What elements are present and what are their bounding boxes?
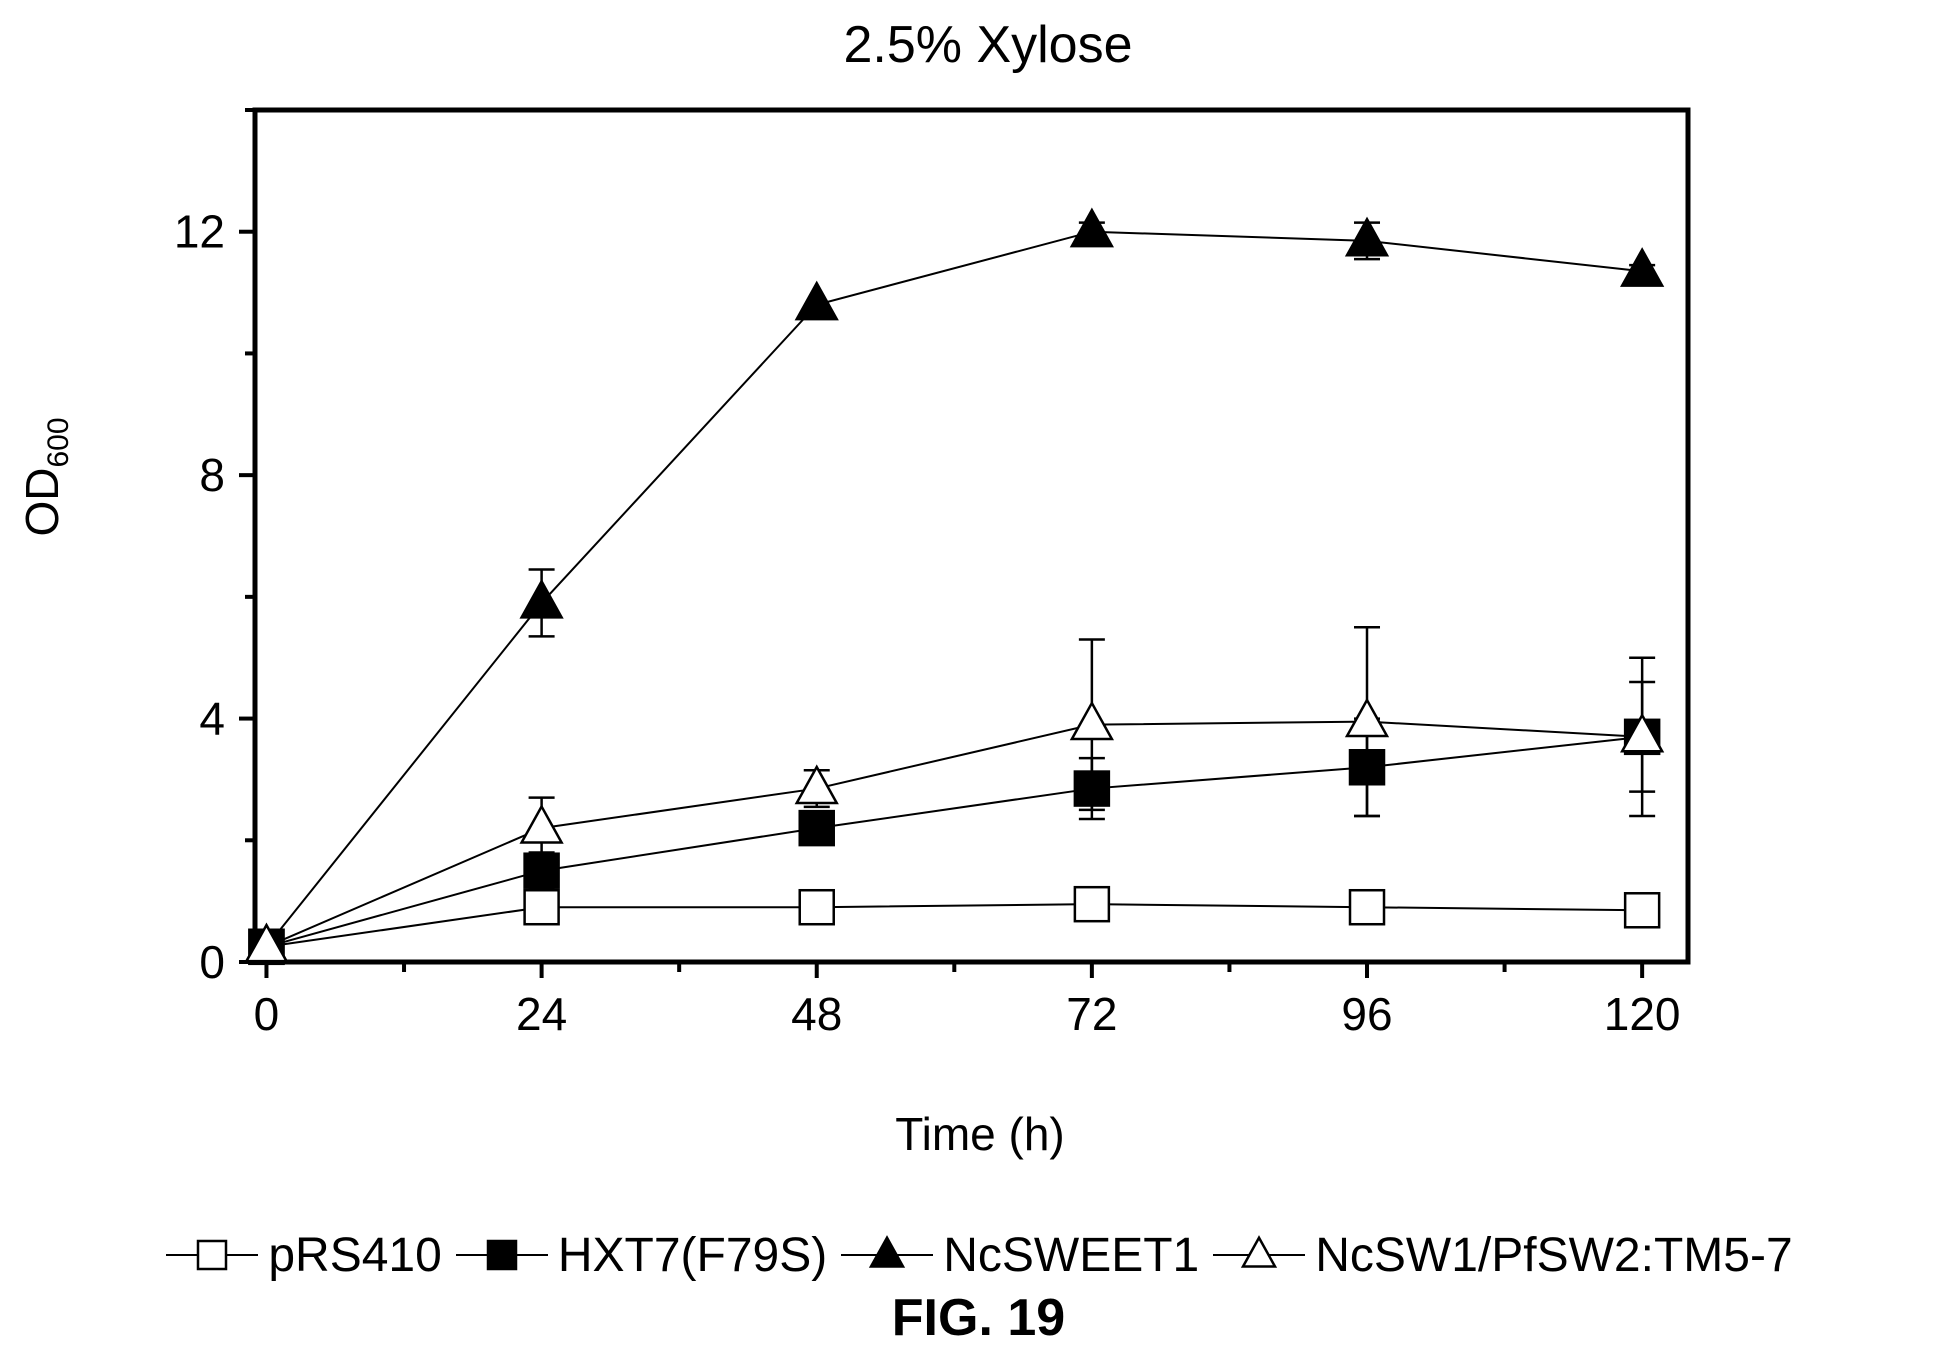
data-point [1073, 885, 1111, 923]
data-point [486, 1239, 518, 1271]
data-point [1069, 207, 1114, 248]
y-tick-label: 12 [174, 206, 225, 258]
x-axis: 0 24 48 72 96 120 [254, 962, 1681, 1040]
plot-frame [252, 107, 1691, 965]
data-point [1069, 700, 1114, 741]
data-point [798, 809, 835, 847]
y-tick-label: 0 [199, 936, 225, 988]
legend-swatch [455, 1239, 548, 1271]
legend-item: pRS410 [164, 1228, 442, 1283]
legend-label: pRS410 [268, 1228, 442, 1282]
y-axis-label-subscript: 600 [42, 417, 75, 467]
data-point [794, 280, 839, 321]
series-line [266, 720, 1643, 948]
y-axis-label: OD600 [16, 417, 75, 536]
data-point [1241, 1235, 1278, 1268]
x-tick-label: 48 [791, 988, 842, 1040]
data-point [523, 888, 560, 926]
legend-item: NcSWEET1 [839, 1228, 1199, 1283]
data-point [519, 578, 564, 619]
series-4 [244, 626, 1665, 963]
y-tick-label: 8 [199, 449, 225, 501]
legend-item: HXT7(F79S) [454, 1228, 827, 1283]
series-line [266, 735, 1643, 948]
legend-label: NcSW1/PfSW2:TM5-7 [1315, 1228, 1793, 1282]
x-tick-label: 96 [1341, 988, 1392, 1040]
plot-border [252, 107, 1691, 965]
chart-title: 2.5% Xylose [843, 16, 1132, 74]
series-3 [244, 207, 1665, 963]
x-tick-label: 0 [254, 988, 280, 1040]
x-tick-label: 24 [516, 988, 567, 1040]
x-tick-label: 120 [1604, 988, 1681, 1040]
legend-swatch [841, 1235, 934, 1268]
y-axis-label-main: OD [16, 468, 68, 537]
figure-caption: FIG. 19 [891, 1289, 1066, 1347]
legend: pRS410 HXT7(F79S) NcSWEET1 NcSW1/PfSW2:TM5-… [0, 1225, 1957, 1285]
data-point [798, 888, 835, 926]
series-1 [248, 885, 1661, 966]
legend-label: NcSWEET1 [943, 1228, 1200, 1282]
data-point [1620, 247, 1665, 287]
data-point [1623, 892, 1661, 929]
legend-swatch [166, 1239, 259, 1271]
series-layer [244, 207, 1665, 966]
data-point [519, 803, 564, 844]
data-point [1344, 697, 1390, 738]
series-2 [248, 680, 1661, 966]
legend-item: NcSW1/PfSW2:TM5-7 [1211, 1228, 1793, 1283]
x-axis-label: Time (h) [895, 1108, 1065, 1160]
legend-label: HXT7(F79S) [557, 1228, 828, 1282]
series-line [265, 230, 1643, 948]
data-point [244, 922, 289, 963]
data-point [197, 1239, 228, 1271]
series-line [266, 903, 1643, 948]
y-axis: 0 4 8 12 [174, 108, 255, 988]
legend-swatch [1213, 1235, 1306, 1268]
data-point [794, 764, 839, 805]
x-tick-label: 72 [1066, 988, 1117, 1040]
y-tick-label: 4 [199, 693, 225, 745]
data-point [1620, 712, 1665, 753]
data-point [1348, 888, 1386, 926]
data-point [1344, 216, 1390, 257]
data-point [869, 1235, 906, 1268]
